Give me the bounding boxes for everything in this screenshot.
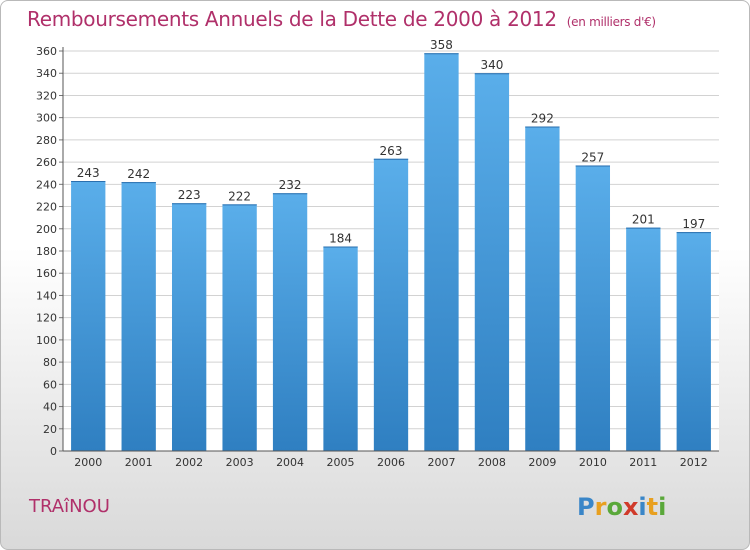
x-tick-label: 2004 [276,456,304,469]
x-tick-label: 2009 [528,456,556,469]
y-tick-label: 320 [36,89,57,102]
bar [626,227,661,451]
bar [575,165,611,451]
x-tick-label: 2006 [377,456,405,469]
y-tick-label: 220 [36,201,57,214]
bar [222,204,257,451]
bar-value-label: 201 [632,213,655,227]
logo-letter: r [594,493,607,521]
bar-value-label: 222 [228,189,251,203]
x-tick-label: 2010 [579,456,607,469]
x-tick-label: 2012 [680,456,708,469]
x-tick-label: 2000 [74,456,102,469]
x-tick-label: 2005 [327,456,355,469]
bar [373,158,409,451]
y-tick-label: 260 [36,156,57,169]
place-name: TRAîNOU [29,496,110,517]
chart-unit: (en milliers d'€) [566,15,656,29]
y-tick-label: 100 [36,334,57,347]
logo-letter: o [606,493,623,521]
bar [676,232,711,451]
y-tick-label: 180 [36,245,57,258]
bar [171,203,207,451]
x-tick-label: 2011 [629,456,657,469]
y-tick-label: 340 [36,67,57,80]
bar-value-label: 292 [531,112,554,126]
y-tick-label: 20 [43,423,57,436]
x-tick-label: 2001 [125,456,153,469]
bar-value-label: 184 [329,232,352,246]
bar [121,182,156,451]
y-tick-label: 140 [36,289,57,302]
bar-value-label: 232 [279,178,302,192]
bar-value-label: 243 [77,166,100,180]
bar-value-label: 358 [430,38,453,52]
bar-value-label: 197 [682,217,705,231]
y-tick-label: 300 [36,112,57,125]
y-tick-label: 360 [36,45,57,58]
logo-letter: t [646,493,659,521]
y-tick-label: 40 [43,401,57,414]
x-tick-label: 2003 [226,456,254,469]
chart-title-text: Remboursements Annuels de la Dette de 20… [27,7,557,31]
proxiti-logo: Proxiti [577,493,666,521]
y-tick-label: 120 [36,312,57,325]
logo-letter: P [577,493,595,521]
bar [424,53,459,451]
y-tick-label: 240 [36,178,57,191]
chart-title: Remboursements Annuels de la Dette de 20… [27,7,656,31]
bar-value-label: 340 [480,58,503,72]
bar-value-label: 263 [380,144,403,158]
y-tick-label: 200 [36,223,57,236]
logo-letter: i [658,493,667,521]
y-tick-label: 160 [36,267,57,280]
y-tick-label: 80 [43,356,57,369]
x-tick-label: 2008 [478,456,506,469]
y-tick-label: 60 [43,378,57,391]
x-tick-label: 2007 [427,456,455,469]
y-tick-label: 280 [36,134,57,147]
logo-letter: i [638,493,647,521]
bar-value-label: 242 [127,167,150,181]
bar-value-label: 257 [581,150,604,164]
logo-letter: x [622,493,639,521]
x-tick-label: 2002 [175,456,203,469]
y-tick-label: 0 [50,445,57,458]
bar-value-label: 223 [178,188,201,202]
axes: 0 20 40 60 80 100 120 140 160 180 200 220 240 260 280 3… [36,45,719,469]
bars: 243 242 223 222 232 184 263 358 340 292 257 201 197 [71,38,711,452]
bar [525,126,560,452]
bar [272,193,308,451]
bar [474,73,510,451]
bar [323,246,358,451]
bar [71,181,106,451]
